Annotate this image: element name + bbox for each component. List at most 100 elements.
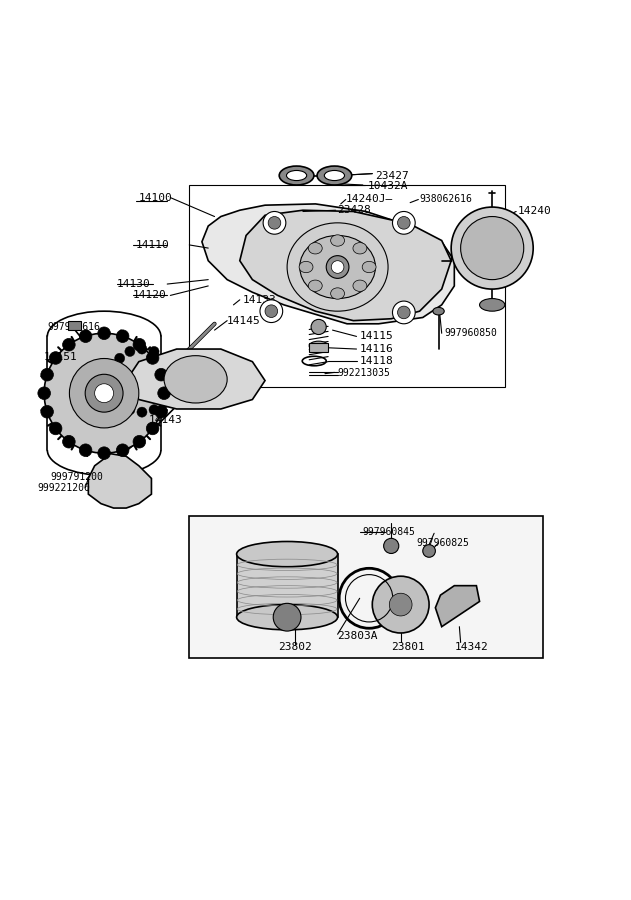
Text: 23801: 23801: [391, 642, 425, 652]
Circle shape: [105, 375, 115, 385]
Circle shape: [146, 422, 159, 435]
Circle shape: [41, 368, 54, 381]
Circle shape: [80, 444, 92, 456]
Text: 23802: 23802: [278, 642, 311, 652]
Ellipse shape: [353, 243, 367, 254]
Circle shape: [423, 544, 435, 557]
Text: 14110: 14110: [136, 240, 169, 250]
Text: 14240: 14240: [517, 206, 551, 217]
Circle shape: [149, 346, 159, 356]
Ellipse shape: [300, 236, 375, 299]
Circle shape: [263, 212, 286, 234]
Polygon shape: [126, 349, 265, 409]
Ellipse shape: [480, 299, 505, 311]
Text: 14120: 14120: [133, 291, 166, 301]
Text: 997960845: 997960845: [363, 527, 416, 537]
Circle shape: [149, 405, 159, 415]
Circle shape: [62, 436, 75, 448]
Circle shape: [137, 407, 147, 418]
Circle shape: [451, 207, 533, 289]
Circle shape: [398, 217, 410, 230]
Ellipse shape: [287, 223, 388, 311]
Bar: [189, 517, 543, 658]
Circle shape: [110, 349, 174, 412]
Circle shape: [115, 398, 125, 408]
Circle shape: [108, 364, 118, 374]
Circle shape: [166, 364, 176, 374]
Text: 997960616: 997960616: [47, 322, 100, 332]
Circle shape: [392, 212, 415, 234]
Text: 999791200: 999791200: [50, 472, 103, 482]
Circle shape: [159, 353, 169, 364]
Circle shape: [273, 603, 301, 631]
Circle shape: [398, 306, 410, 319]
Circle shape: [461, 217, 524, 280]
Bar: [309, 343, 328, 352]
Ellipse shape: [286, 170, 307, 181]
Circle shape: [268, 217, 281, 230]
Circle shape: [125, 405, 135, 415]
Circle shape: [159, 398, 169, 408]
Circle shape: [98, 446, 110, 460]
Circle shape: [384, 538, 399, 554]
Polygon shape: [435, 586, 480, 626]
Circle shape: [389, 593, 412, 616]
Ellipse shape: [279, 166, 314, 185]
Text: 23803A: 23803A: [338, 631, 378, 641]
Circle shape: [98, 327, 110, 339]
Circle shape: [80, 330, 92, 343]
Ellipse shape: [331, 235, 345, 247]
Ellipse shape: [324, 170, 345, 181]
Text: 14130: 14130: [117, 279, 150, 289]
Text: 14118: 14118: [360, 356, 393, 366]
Circle shape: [133, 436, 146, 448]
Circle shape: [49, 352, 62, 365]
Circle shape: [62, 338, 75, 351]
Text: 14133: 14133: [243, 295, 276, 305]
Text: 14115: 14115: [360, 331, 393, 341]
Bar: [68, 321, 81, 330]
Ellipse shape: [237, 605, 338, 630]
Circle shape: [125, 346, 135, 356]
Text: 14240J—: 14240J—: [346, 194, 393, 204]
Text: 14116: 14116: [360, 344, 393, 354]
Ellipse shape: [309, 341, 328, 351]
Circle shape: [41, 405, 54, 418]
Circle shape: [49, 422, 62, 435]
Ellipse shape: [164, 356, 227, 403]
Text: 14100: 14100: [139, 193, 172, 202]
Ellipse shape: [309, 280, 322, 292]
Ellipse shape: [309, 243, 322, 254]
Circle shape: [166, 388, 176, 398]
Circle shape: [115, 353, 125, 364]
Text: 23427: 23427: [375, 170, 409, 181]
Text: 999221200: 999221200: [38, 483, 91, 493]
Ellipse shape: [237, 542, 338, 567]
Circle shape: [155, 405, 167, 418]
Circle shape: [311, 320, 326, 335]
Text: 997960850: 997960850: [445, 328, 498, 338]
Polygon shape: [240, 211, 451, 320]
Circle shape: [265, 305, 278, 318]
Text: 23428: 23428: [338, 205, 371, 215]
Circle shape: [116, 444, 129, 456]
Circle shape: [69, 358, 139, 428]
Text: 938062616: 938062616: [420, 194, 473, 204]
Text: 14342: 14342: [454, 642, 488, 652]
Circle shape: [44, 333, 164, 454]
Ellipse shape: [317, 166, 352, 185]
Circle shape: [108, 388, 118, 398]
Circle shape: [372, 576, 429, 633]
Circle shape: [95, 383, 114, 402]
Ellipse shape: [331, 288, 345, 299]
Ellipse shape: [362, 261, 376, 273]
Circle shape: [331, 261, 344, 274]
Circle shape: [326, 256, 349, 278]
Circle shape: [158, 387, 170, 400]
Circle shape: [168, 375, 179, 385]
Circle shape: [85, 374, 123, 412]
Polygon shape: [88, 454, 151, 508]
Text: 14143: 14143: [148, 415, 182, 425]
Circle shape: [38, 387, 50, 400]
Bar: [237, 554, 338, 617]
